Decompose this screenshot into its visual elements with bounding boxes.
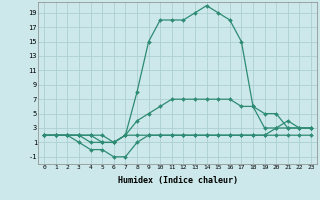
X-axis label: Humidex (Indice chaleur): Humidex (Indice chaleur) bbox=[118, 176, 238, 185]
